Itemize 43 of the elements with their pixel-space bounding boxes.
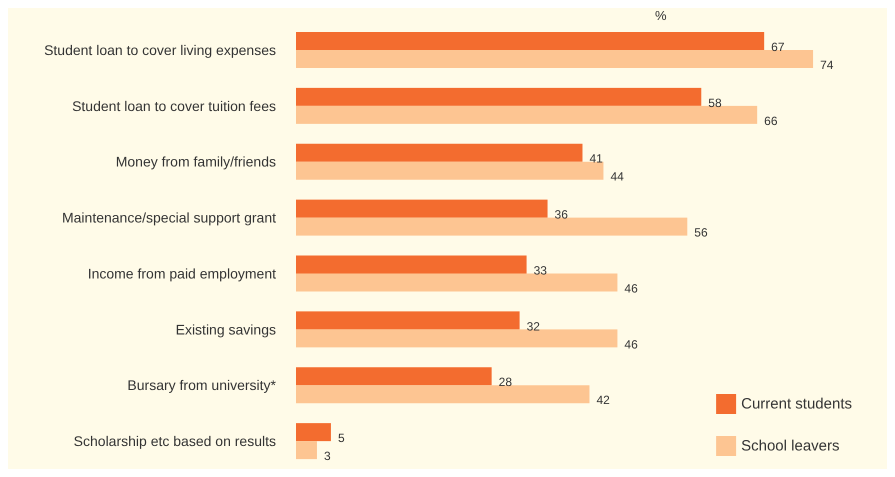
y-tick-label: Money from family/friends xyxy=(116,154,276,170)
bar xyxy=(296,329,618,348)
data-label: 5 xyxy=(338,431,345,446)
data-label: 46 xyxy=(624,337,638,352)
data-label: 32 xyxy=(526,319,540,334)
data-label: 56 xyxy=(694,226,708,240)
bar xyxy=(296,88,702,106)
data-label: 41 xyxy=(589,152,604,166)
data-label: 33 xyxy=(534,263,548,278)
data-label: 28 xyxy=(498,375,512,390)
data-label: 42 xyxy=(596,393,610,408)
data-label: 66 xyxy=(764,114,778,128)
bar xyxy=(296,218,688,236)
data-label: 67 xyxy=(771,40,785,54)
x-axis-title: % xyxy=(655,8,667,23)
data-label: 58 xyxy=(708,96,722,110)
data-label: 36 xyxy=(554,208,568,222)
y-tick-label: Student loan to cover tuition fees xyxy=(72,98,276,114)
y-tick-label: Student loan to cover living expenses xyxy=(44,42,276,58)
data-label: 74 xyxy=(820,58,834,72)
bar xyxy=(296,106,758,124)
y-tick-label: Existing savings xyxy=(176,321,276,338)
legend-label: Current students xyxy=(741,396,852,412)
bar xyxy=(296,32,764,50)
data-label: 46 xyxy=(624,281,638,296)
bar xyxy=(296,50,814,68)
bar xyxy=(296,144,582,162)
y-tick-label: Scholarship etc based on results xyxy=(74,433,276,450)
y-tick-label: Maintenance/special support grant xyxy=(62,210,276,226)
bar xyxy=(296,441,317,460)
bar xyxy=(296,200,548,218)
bar xyxy=(296,311,520,330)
bar xyxy=(296,385,590,404)
y-tick-label: Bursary from university* xyxy=(127,377,277,394)
data-label: 3 xyxy=(324,449,331,464)
bar xyxy=(296,423,331,442)
bar xyxy=(296,255,527,274)
bar xyxy=(296,273,618,292)
bar xyxy=(296,367,492,386)
y-tick-label: Income from paid employment xyxy=(88,265,276,282)
legend-label: School leavers xyxy=(741,438,840,454)
bar xyxy=(296,162,604,180)
data-label: 44 xyxy=(610,170,624,184)
